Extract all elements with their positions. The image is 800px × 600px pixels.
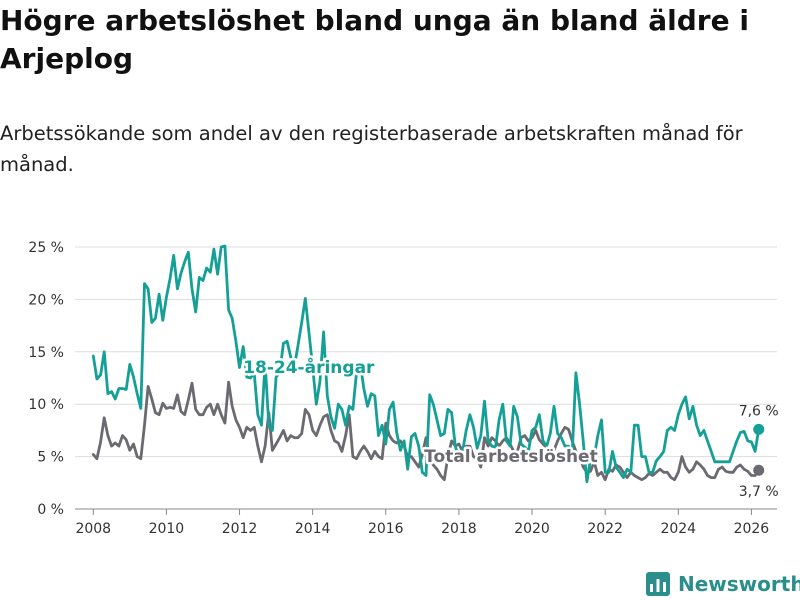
x-tick-label: 2010 (149, 521, 185, 537)
x-tick-label: 2016 (368, 521, 404, 537)
end-label-total: 3,7 % (739, 484, 779, 500)
x-tick-label: 2020 (514, 521, 550, 537)
page-subtitle: Arbetssökande som andel av den registerb… (0, 122, 743, 176)
series-line-youth (91, 244, 761, 484)
y-tick-label: 5 % (37, 450, 64, 466)
y-tick-label: 0 % (37, 502, 64, 518)
x-tick-label: 2012 (222, 521, 258, 537)
brand-name: Newsworthy (678, 572, 800, 596)
series-label-youth: 18-24-åringar (243, 356, 375, 378)
x-tick-label: 2014 (295, 521, 331, 537)
x-tick-label: 2008 (75, 521, 111, 537)
x-tick-label: 2026 (734, 521, 770, 537)
newsworthy-logo-icon (646, 572, 670, 596)
y-tick-label: 25 % (28, 240, 64, 256)
brand-logo: Newsworthy (646, 569, 800, 599)
series-label-total-halo: Total arbetslöshet (424, 447, 598, 467)
y-tick-label: 15 % (28, 345, 64, 361)
page-title: Högre arbetslöshet bland unga än bland ä… (0, 4, 749, 75)
series-line-total (91, 380, 761, 482)
x-tick-label: 2022 (587, 521, 623, 537)
x-tick-label: 2018 (441, 521, 477, 537)
x-tick-label: 2024 (660, 521, 696, 537)
end-label-youth: 7,6 % (739, 403, 779, 419)
series-label-total: Total arbetslöshet (424, 447, 598, 467)
y-tick-label: 10 % (28, 397, 64, 413)
series-label-youth-halo: 18-24-åringar (243, 356, 375, 378)
end-point-youth (753, 423, 765, 435)
end-point-total (753, 464, 765, 476)
y-tick-label: 20 % (28, 292, 64, 308)
